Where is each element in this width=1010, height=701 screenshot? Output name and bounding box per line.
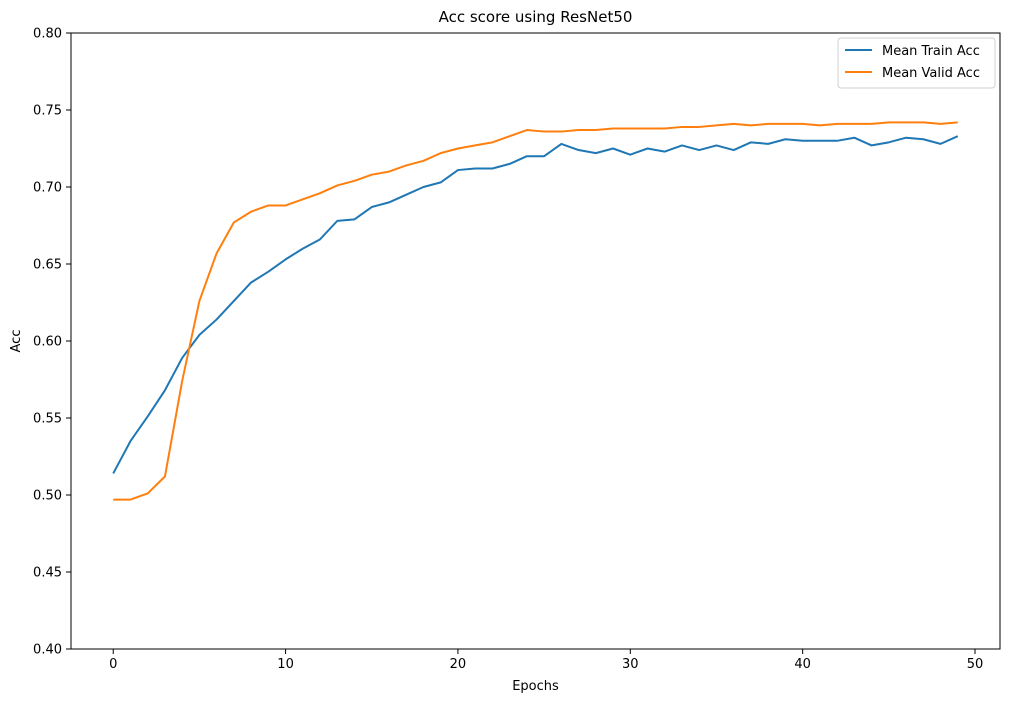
y-tick-label: 0.60 — [33, 335, 62, 350]
chart-title: Acc score using ResNet50 — [439, 8, 633, 26]
legend-box — [837, 37, 996, 89]
x-tick-label: 50 — [967, 657, 984, 672]
y-tick-label: 0.80 — [33, 27, 62, 42]
axes: 0 10 20 30 40 50 0.40 0.45 0.50 0.55 0.60 0.65 0.70 0… — [33, 27, 983, 673]
legend-label-train: Mean Train Acc — [882, 44, 980, 59]
y-tick-label: 0.65 — [33, 258, 62, 273]
x-tick-label: 10 — [277, 657, 294, 672]
series-line-valid — [113, 121, 958, 501]
y-tick-label: 0.55 — [33, 412, 62, 427]
y-tick-label: 0.45 — [33, 566, 62, 581]
y-axis-label: Acc — [9, 330, 24, 353]
x-tick-label: 20 — [450, 657, 467, 672]
x-tick-label: 40 — [794, 657, 811, 672]
y-tick-label: 0.40 — [33, 643, 62, 658]
plot-frame — [70, 32, 1001, 650]
legend-label-valid: Mean Valid Acc — [882, 66, 980, 81]
series-layer — [112, 121, 959, 501]
y-tick-label: 0.50 — [33, 489, 62, 504]
series-line-train — [112, 135, 959, 474]
legend: Mean Train Acc Mean Valid Acc — [837, 37, 996, 89]
x-tick-label: 30 — [622, 657, 639, 672]
y-tick-label: 0.75 — [33, 104, 62, 119]
y-tick-label: 0.70 — [33, 181, 62, 196]
x-tick-label: 0 — [109, 657, 117, 672]
x-axis-label: Epochs — [512, 679, 559, 694]
